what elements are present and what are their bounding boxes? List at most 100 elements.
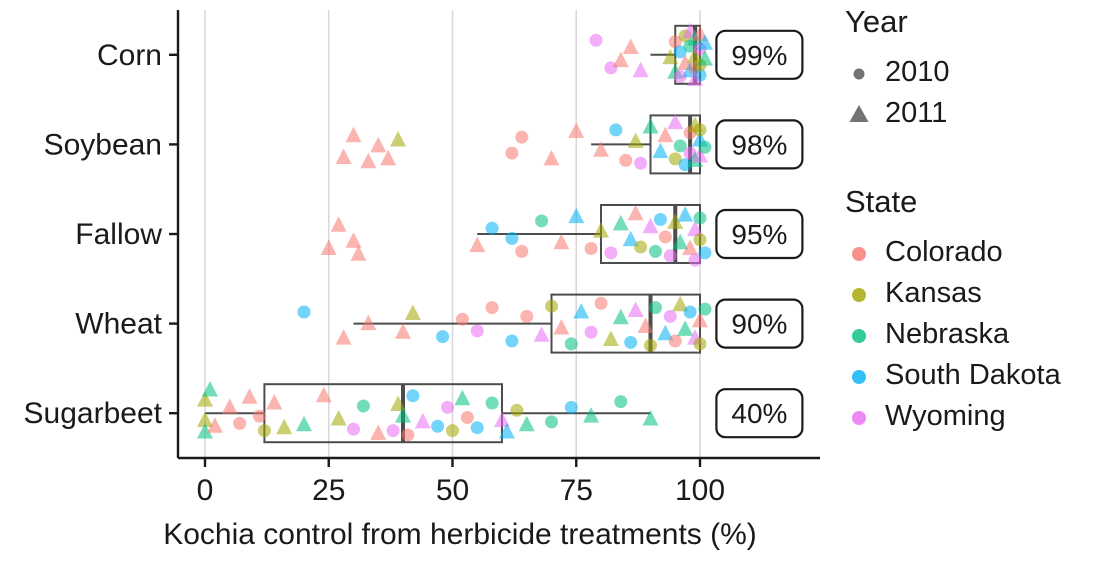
data-point — [454, 389, 471, 406]
median-label: 95% — [715, 208, 804, 260]
data-point — [370, 424, 387, 440]
circle-icon — [852, 410, 866, 425]
data-point — [622, 230, 639, 247]
data-point — [637, 317, 654, 333]
boxplot-chart: 99% 98% 95% 90% 40% 0 25 50 75 100 Corn Soybean Fall… — [24, 10, 820, 507]
data-point — [345, 126, 362, 143]
data-point — [634, 156, 648, 170]
data-point — [201, 381, 218, 397]
data-point — [644, 338, 657, 352]
data-point — [266, 394, 283, 410]
data-point — [518, 415, 535, 432]
data-point — [568, 122, 585, 138]
data-point — [395, 407, 411, 423]
data-point — [406, 389, 420, 403]
data-point — [612, 51, 629, 68]
data-point — [233, 416, 247, 430]
data-point — [642, 217, 659, 234]
svg-text:98%: 98% — [731, 129, 787, 160]
data-point — [469, 236, 486, 253]
circle-icon — [852, 369, 866, 384]
data-point — [197, 423, 213, 439]
median-label: 99% — [715, 29, 804, 80]
data-point — [692, 147, 708, 163]
data-point — [653, 213, 667, 226]
data-point — [593, 141, 609, 157]
data-point — [584, 242, 598, 255]
data-point — [693, 211, 707, 225]
legend-item-state-kansas: Kansas — [845, 273, 1115, 314]
data-point — [515, 130, 529, 144]
data-point — [672, 295, 689, 312]
legend-item-state-wyoming: Wyoming — [845, 396, 1115, 437]
legend-item-label: Colorado — [885, 236, 1003, 268]
data-point — [642, 118, 659, 134]
data-point — [252, 409, 266, 423]
data-point — [330, 216, 347, 232]
legend-year-section: Year 2010 2011 — [845, 4, 1115, 134]
data-point — [663, 249, 677, 263]
data-point — [667, 113, 684, 130]
data-point — [395, 323, 411, 339]
data-point — [401, 428, 415, 442]
data-point — [221, 398, 238, 414]
y-category-label: Wheat — [75, 308, 162, 341]
data-point — [515, 244, 529, 258]
svg-text:90%: 90% — [731, 309, 787, 340]
data-point — [386, 424, 400, 438]
median-label: 40% — [715, 388, 804, 439]
data-point — [642, 410, 659, 426]
legend-item-label: Nebraska — [885, 318, 1010, 350]
legend: Year 2010 2011 State Colorado — [845, 4, 1115, 487]
svg-text:95%: 95% — [731, 219, 787, 250]
data-point — [498, 423, 515, 439]
circle-icon — [853, 68, 865, 79]
median-label: 98% — [715, 119, 804, 170]
data-point — [446, 424, 459, 438]
data-point — [414, 412, 431, 429]
data-point — [677, 206, 694, 222]
data-point — [360, 152, 377, 169]
data-point — [612, 214, 629, 231]
data-point — [583, 407, 600, 423]
data-point — [668, 334, 682, 348]
legend-item-label: 2010 — [885, 56, 950, 88]
data-point — [693, 233, 707, 247]
x-axis-title: Kochia control from herbicide treatments… — [163, 518, 757, 551]
data-point — [627, 301, 644, 318]
x-tick-label: 0 — [197, 474, 214, 507]
data-point — [593, 222, 609, 238]
data-point — [634, 240, 648, 254]
legend-year-title: Year — [845, 4, 908, 39]
data-point — [241, 388, 258, 404]
data-point — [698, 140, 712, 154]
data-point — [564, 337, 578, 351]
legend-item-state-nebraska: Nebraska — [845, 314, 1115, 355]
data-point — [682, 239, 699, 255]
data-point — [662, 48, 679, 65]
data-point — [505, 334, 519, 348]
data-point — [624, 335, 638, 349]
circle-icon — [852, 328, 866, 343]
data-point — [431, 419, 445, 433]
data-point — [673, 70, 687, 84]
data-point — [436, 330, 450, 344]
data-point — [485, 301, 499, 315]
data-point — [206, 417, 223, 433]
y-category-label: Fallow — [75, 218, 162, 251]
data-point — [545, 299, 558, 313]
svg-text:40%: 40% — [731, 398, 787, 429]
data-point — [657, 126, 674, 143]
data-point — [688, 253, 702, 267]
data-point — [505, 231, 519, 245]
data-point — [350, 245, 367, 261]
data-point — [360, 314, 377, 331]
data-point — [687, 220, 704, 237]
data-point — [520, 309, 534, 323]
data-point — [614, 395, 628, 409]
legend-state-title: State — [845, 184, 918, 219]
data-point — [683, 305, 697, 319]
data-point — [609, 123, 623, 137]
data-point — [584, 325, 598, 339]
